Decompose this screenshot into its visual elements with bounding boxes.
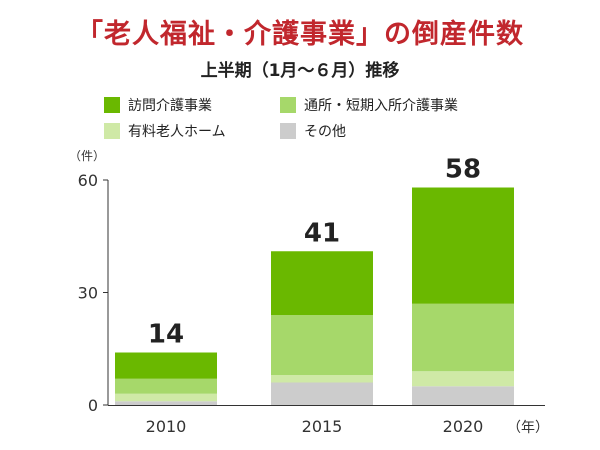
legend-label-houmon: 訪問介護事業 [128, 98, 212, 114]
bar-segment-2010-3 [115, 352, 217, 379]
x-tick-label-2015: 2015 [302, 417, 343, 436]
bar-segment-2015-3 [271, 251, 373, 315]
legend-swatch-tsusho [280, 97, 296, 113]
legend-item-other: その他 [280, 120, 346, 142]
legend-item-tsusho: 通所・短期入所介護事業 [280, 94, 458, 116]
y-tick-label-0: 0 [88, 396, 98, 415]
bar-total-label-2020: 58 [445, 155, 481, 185]
bar-segment-2020-0 [412, 386, 514, 405]
bar-segment-2020-1 [412, 371, 514, 387]
legend-swatch-yuryo [104, 123, 120, 139]
x-tick-label-2020: 2020 [443, 417, 484, 436]
bar-segment-2020-2 [412, 303, 514, 372]
x-tick-label-2010: 2010 [146, 417, 187, 436]
legend-item-houmon: 訪問介護事業 [104, 94, 212, 116]
bar-segment-2015-2 [271, 315, 373, 375]
legend-swatch-other [280, 123, 296, 139]
chart-title: 「老人福祉・介護事業」の倒産件数 [76, 19, 524, 50]
chart-legend: 訪問介護事業 通所・短期入所介護事業 有料老人ホーム その他 [104, 94, 574, 144]
y-axis-unit-label: （件） [69, 149, 105, 163]
legend-item-yuryo: 有料老人ホーム [104, 120, 226, 142]
bar-segment-2015-1 [271, 375, 373, 383]
bar-segment-2015-0 [271, 382, 373, 405]
legend-label-other: その他 [304, 124, 346, 140]
bar-total-label-2015: 41 [304, 218, 340, 248]
x-axis-unit-label: （年） [507, 420, 549, 436]
chart-subtitle: 上半期（1月～６月）推移 [200, 61, 400, 81]
bar-segment-2010-0 [115, 401, 217, 405]
bar-segment-2020-3 [412, 187, 514, 304]
bar-total-label-2010: 14 [148, 320, 184, 350]
y-tick-label-30: 30 [78, 284, 98, 303]
legend-label-tsusho: 通所・短期入所介護事業 [304, 98, 458, 114]
legend-swatch-houmon [104, 97, 120, 113]
bar-segment-2010-2 [115, 378, 217, 394]
bar-segment-2010-1 [115, 393, 217, 402]
legend-label-yuryo: 有料老人ホーム [128, 124, 226, 140]
y-tick-label-60: 60 [78, 171, 98, 190]
